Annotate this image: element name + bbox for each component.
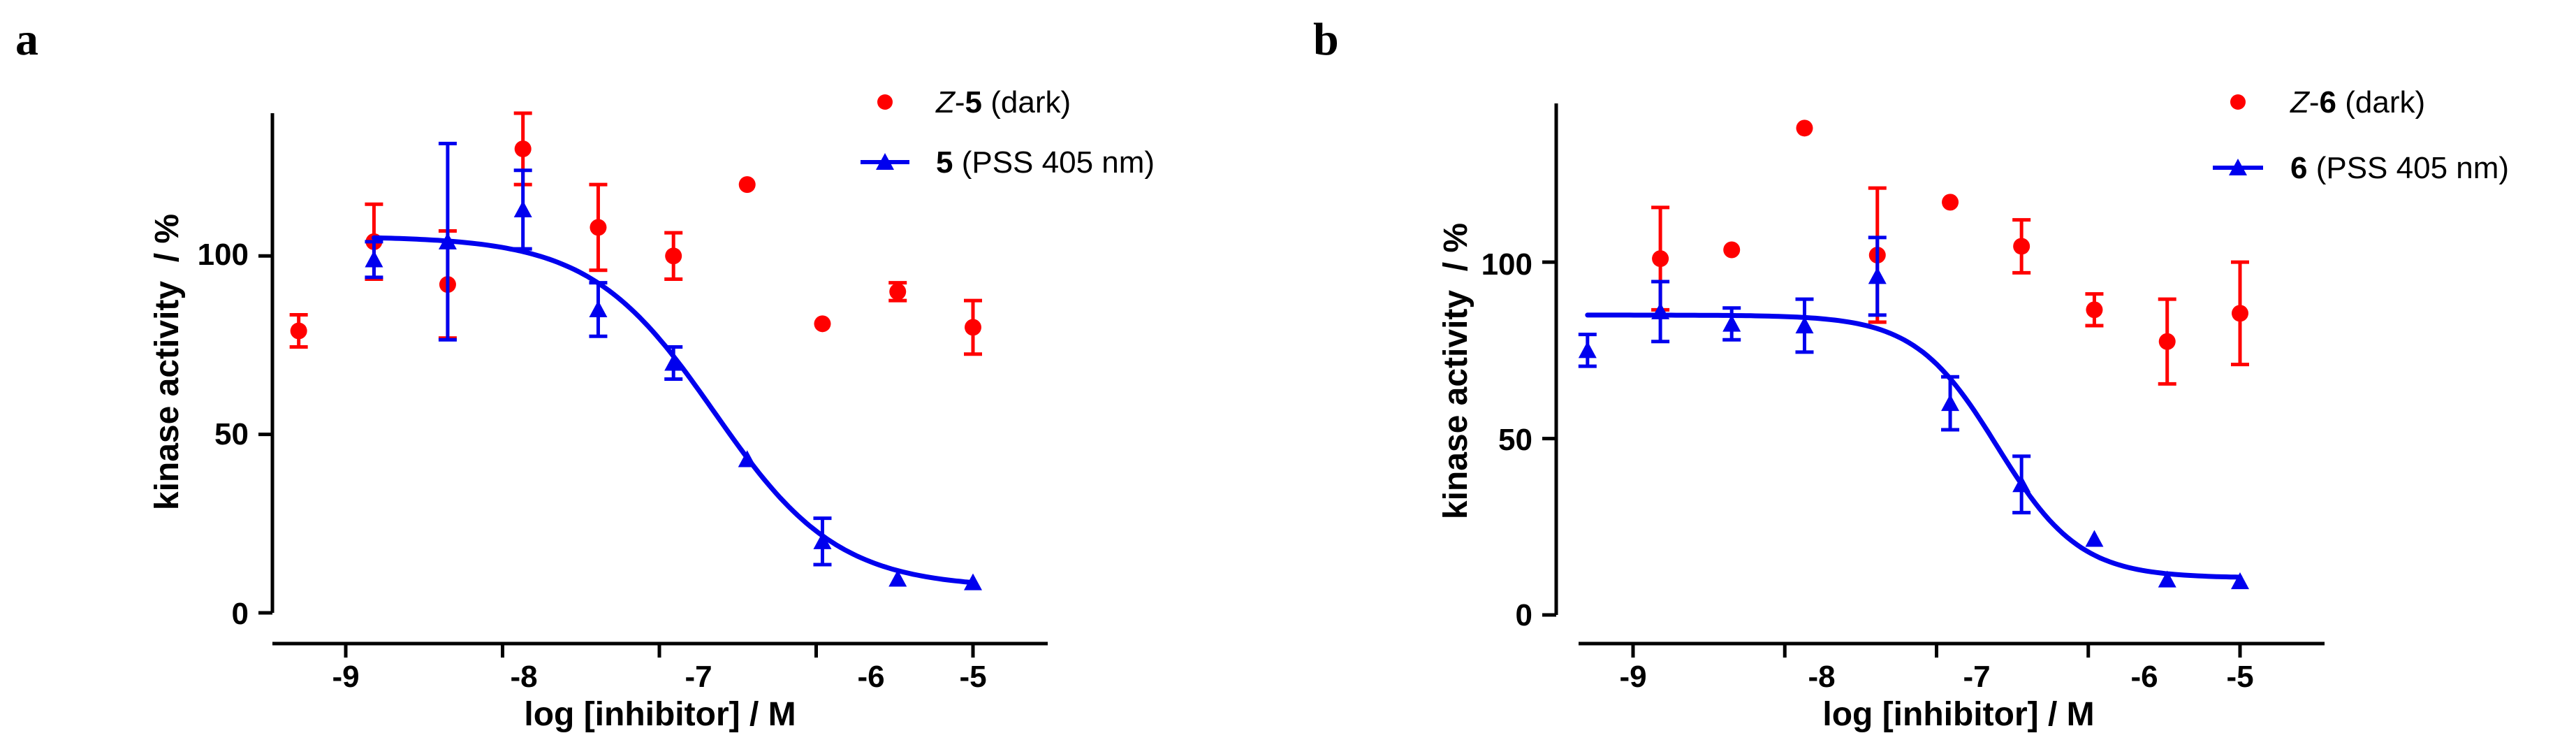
- plot-area-b: [1578, 119, 2249, 590]
- y-axis-label-b: kinase activity / %: [1437, 223, 1474, 519]
- data-point-pss: [664, 354, 683, 371]
- data-point-pss: [1868, 267, 1887, 284]
- data-point-dark: [814, 315, 831, 333]
- x-tick-label: -6: [2130, 660, 2158, 694]
- data-point-pss: [964, 573, 982, 590]
- tick-marks-b: [1542, 260, 2242, 658]
- data-point-dark: [2232, 305, 2248, 322]
- data-point-dark: [514, 140, 532, 158]
- data-point-pss: [1578, 341, 1597, 358]
- data-point-dark: [2086, 301, 2103, 319]
- legend-compound: 6: [2290, 151, 2307, 185]
- data-point-pss: [513, 200, 532, 217]
- data-point-dark: [1796, 119, 1813, 137]
- panel-label-a: a: [15, 14, 38, 65]
- y-axis-label-a: kinase activity / %: [149, 214, 186, 510]
- legend-entry-dark: Z-5 (dark): [935, 85, 1071, 119]
- fit-curve: [371, 235, 976, 586]
- panel-a: a 0 50 100 -9 -8 -7 -6 -5 log [inhibitor…: [15, 14, 1155, 733]
- tick-marks-a: [258, 254, 975, 658]
- data-point-pss: [2012, 475, 2031, 493]
- x-tick-label: -9: [332, 660, 359, 694]
- data-point-pss: [1722, 314, 1741, 332]
- x-tick-label: -7: [1963, 660, 1990, 694]
- panel-label-b: b: [1313, 14, 1339, 65]
- legend-suffix: (PSS 405 nm): [2307, 151, 2509, 185]
- x-tick-label: -5: [959, 660, 986, 694]
- legend-b: Z-6 (dark) 6 (PSS 405 nm): [2213, 85, 2509, 185]
- legend-marker-pss: [2229, 159, 2247, 175]
- data-point-dark: [738, 176, 756, 194]
- legend-prefix: Z: [935, 85, 956, 119]
- data-point-dark: [1652, 250, 1669, 268]
- data-point-pss: [1651, 302, 1670, 319]
- legend-marker-pss: [876, 153, 894, 170]
- y-tick-label: 100: [1481, 247, 1532, 282]
- data-point-pss: [888, 570, 907, 587]
- legend-sep: -: [955, 85, 965, 119]
- data-point-pss: [365, 250, 383, 268]
- legend-suffix: (PSS 405 nm): [953, 145, 1155, 180]
- legend-entry-pss: 5 (PSS 405 nm): [936, 145, 1155, 180]
- x-tick-label: -6: [857, 660, 884, 694]
- legend-compound: 6: [2320, 85, 2336, 119]
- x-axis-label-a: log [inhibitor] / M: [524, 696, 796, 733]
- data-point-dark: [889, 283, 907, 300]
- data-point-dark: [1723, 241, 1741, 259]
- x-tick-label: -7: [685, 660, 712, 694]
- data-point-dark: [2013, 238, 2030, 255]
- legend-marker-dark: [877, 94, 893, 110]
- data-point-pss: [589, 300, 608, 317]
- legend-marker-dark: [2230, 94, 2246, 110]
- y-tick-label: 100: [198, 238, 249, 272]
- data-point-pss: [2085, 530, 2104, 547]
- legend-entry-pss: 6 (PSS 405 nm): [2290, 151, 2509, 185]
- x-tick-label: -8: [1808, 660, 1835, 694]
- legend-sep: -: [2309, 85, 2320, 119]
- data-point-pss: [2231, 572, 2249, 590]
- data-point-pss: [438, 232, 457, 249]
- panel-b: b 0 50 100 -9 -8 -7 -6 -5 log [inhibitor…: [1313, 14, 2509, 733]
- legend-suffix: (dark): [982, 85, 1071, 119]
- fit-curve: [1585, 312, 2243, 580]
- data-point-dark: [665, 247, 682, 265]
- y-tick-label: 50: [214, 417, 249, 451]
- y-tick-label: 0: [232, 597, 249, 631]
- data-point-dark: [965, 319, 981, 336]
- data-point-pss: [2158, 570, 2176, 588]
- plot-area-a: [289, 111, 982, 590]
- data-point-pss: [813, 532, 832, 549]
- x-tick-label: -9: [1619, 660, 1646, 694]
- x-tick-label: -8: [510, 660, 537, 694]
- data-point-dark: [590, 219, 607, 236]
- data-point-dark: [290, 322, 307, 340]
- legend-a: Z-5 (dark) 5 (PSS 405 nm): [861, 85, 1155, 180]
- legend-prefix: Z: [2290, 85, 2311, 119]
- data-point-pss: [1795, 317, 1814, 334]
- y-tick-label: 0: [1516, 598, 1532, 632]
- x-tick-label: -5: [2226, 660, 2253, 694]
- data-point-pss: [738, 450, 756, 467]
- data-point-dark: [1942, 194, 1959, 211]
- legend-suffix: (dark): [2336, 85, 2425, 119]
- x-axis-label-b: log [inhibitor] / M: [1822, 696, 2094, 733]
- legend-compound: 5: [965, 85, 982, 119]
- data-point-pss: [1941, 394, 1960, 412]
- legend-compound: 5: [936, 145, 953, 180]
- data-point-dark: [2158, 333, 2176, 350]
- y-tick-label: 50: [1498, 423, 1532, 457]
- legend-entry-dark: Z-6 (dark): [2290, 85, 2425, 119]
